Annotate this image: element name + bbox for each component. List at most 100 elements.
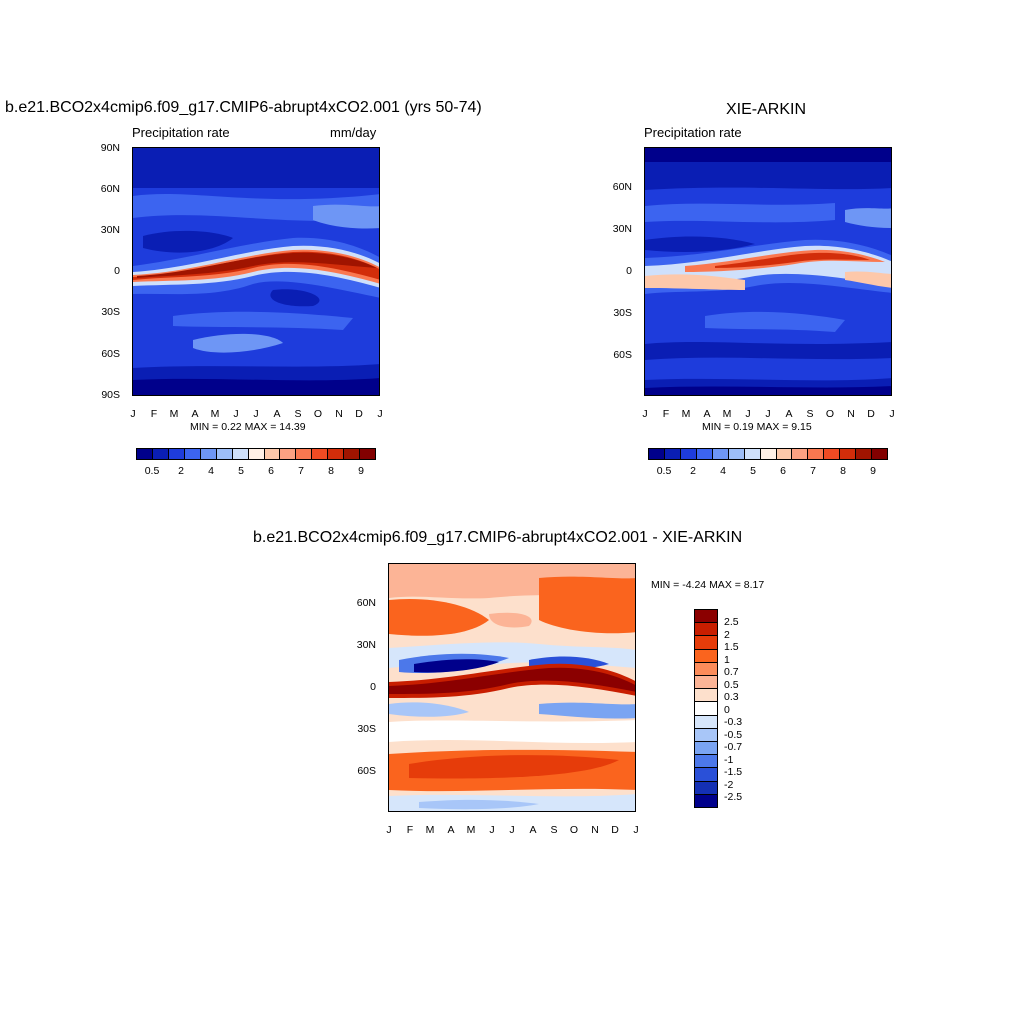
panel-a-xtick: D	[355, 408, 363, 420]
panel-c-colorbar	[694, 609, 718, 808]
panel-b-xtick: F	[662, 408, 670, 420]
panel-a-xtick: F	[150, 408, 158, 420]
colorbar-cell	[695, 610, 717, 624]
panel-b-cbar-label: 9	[870, 465, 876, 477]
panel-b-xtick: D	[867, 408, 875, 420]
panel-c-ytick: 30S	[357, 723, 376, 735]
panel-c-ytick: 30N	[356, 639, 376, 651]
panel-a-xtick: M	[210, 408, 220, 420]
panel-c-xtick: A	[447, 824, 455, 836]
panel-a-cbar-label: 0.5	[144, 465, 160, 477]
colorbar-cell	[760, 449, 777, 459]
panel-b-title: XIE-ARKIN	[726, 101, 807, 118]
panel-c-xtick: M	[425, 824, 435, 836]
panel-a-xtick: M	[169, 408, 179, 420]
panel-a-variable-label: Precipitation rate	[132, 125, 230, 140]
panel-c-cbar-label: 2	[724, 629, 730, 641]
panel-c-cbar-label: 0.3	[724, 691, 739, 703]
colorbar-cell	[280, 449, 297, 459]
panel-a-xtick: J	[253, 408, 259, 420]
panel-b-xtick: M	[681, 408, 691, 420]
panel-b-xtick: J	[889, 408, 895, 420]
colorbar-cell	[152, 449, 169, 459]
panel-b-cbar-label: 0.5	[656, 465, 672, 477]
colorbar-cell	[168, 449, 185, 459]
colorbar-cell	[695, 728, 717, 743]
panel-c-xtick: A	[529, 824, 537, 836]
panel-b-xtick: A	[785, 408, 793, 420]
colorbar-cell	[728, 449, 745, 459]
panel-c-cbar-label: -1.5	[724, 766, 743, 778]
panel-c-xtick: J	[509, 824, 515, 836]
colorbar-cell	[695, 649, 717, 663]
panel-c-cbar-label: -0.5	[724, 729, 743, 741]
colorbar-cell	[695, 636, 717, 650]
panel-c-ytick: 0	[370, 681, 376, 693]
panel-b-xtick: A	[703, 408, 711, 420]
panel-b-cbar-label: 8	[840, 465, 846, 477]
panel-a-title: b.e21.BCO2x4cmip6.f09_g17.CMIP6-abrupt4x…	[5, 99, 482, 116]
panel-a-xtick: O	[313, 408, 323, 420]
panel-b-cbar-label: 7	[810, 465, 816, 477]
colorbar-cell	[695, 623, 717, 637]
colorbar-cell	[695, 768, 717, 782]
panel-a-cbar-label: 4	[208, 465, 214, 477]
panel-c-cbar-label: 0	[724, 704, 730, 716]
panel-a-cbar-label: 8	[328, 465, 334, 477]
colorbar-cell	[664, 449, 681, 459]
panel-a-cbar-label: 9	[358, 465, 364, 477]
panel-b-cbar-label: 5	[750, 465, 756, 477]
colorbar-cell	[200, 449, 217, 459]
panel-b-variable-label: Precipitation rate	[644, 125, 742, 140]
colorbar-cell	[344, 449, 361, 459]
panel-b-xtick: O	[825, 408, 835, 420]
panel-a-plot	[132, 147, 380, 396]
colorbar-cell	[312, 449, 329, 459]
panel-c-cbar-label: -1	[724, 754, 734, 766]
panel-a-units-label: mm/day	[330, 125, 377, 140]
panel-b-cbar-label: 6	[780, 465, 786, 477]
panel-c-cbar-label: 2.5	[724, 616, 739, 628]
panel-c-ytick: 60S	[357, 765, 376, 777]
panel-b-minmax: MIN = 0.19 MAX = 9.15	[702, 421, 812, 433]
colorbar-cell	[824, 449, 841, 459]
colorbar-cell	[840, 449, 857, 459]
colorbar-cell	[712, 449, 729, 459]
colorbar-cell	[776, 449, 793, 459]
panel-a-ytick: 30S	[101, 306, 120, 318]
panel-c-ytick: 60N	[356, 597, 376, 609]
panel-b-cbar-label: 4	[720, 465, 726, 477]
panel-a-ytick: 90N	[100, 142, 120, 154]
colorbar-cell	[695, 702, 717, 716]
panel-c-cbar-label: 0.7	[724, 666, 739, 678]
panel-c-cbar-label: -0.7	[724, 741, 743, 753]
panel-b-cbar-label: 2	[690, 465, 696, 477]
panel-c-xtick: J	[386, 824, 392, 836]
panel-a-xtick: J	[130, 408, 136, 420]
colorbar-cell	[184, 449, 201, 459]
colorbar-cell	[649, 449, 665, 459]
colorbar-cell	[216, 449, 233, 459]
panel-b-ytick: 0	[626, 265, 632, 277]
panel-a-ytick: 60N	[100, 183, 120, 195]
colorbar-cell	[137, 449, 153, 459]
colorbar-cell	[232, 449, 249, 459]
panel-a-xtick: A	[191, 408, 199, 420]
colorbar-cell	[808, 449, 825, 459]
panel-c-xtick: J	[633, 824, 639, 836]
panel-a-cbar-label: 5	[238, 465, 244, 477]
panel-c-cbar-label: -2.5	[724, 791, 743, 803]
panel-b-xtick: N	[847, 408, 855, 420]
colorbar-cell	[695, 742, 717, 756]
panel-c-cbar-label: 1	[724, 654, 730, 666]
panel-b-xtick: J	[765, 408, 771, 420]
panel-a-ytick: 0	[114, 265, 120, 277]
panel-a-ytick: 90S	[101, 389, 120, 401]
panel-c-xtick: M	[466, 824, 476, 836]
panel-b-plot	[644, 147, 892, 396]
panel-b-ytick: 30N	[612, 223, 632, 235]
panel-a-xtick: N	[335, 408, 343, 420]
colorbar-cell	[695, 755, 717, 769]
colorbar-cell	[695, 794, 717, 808]
panel-a-xtick: A	[273, 408, 281, 420]
